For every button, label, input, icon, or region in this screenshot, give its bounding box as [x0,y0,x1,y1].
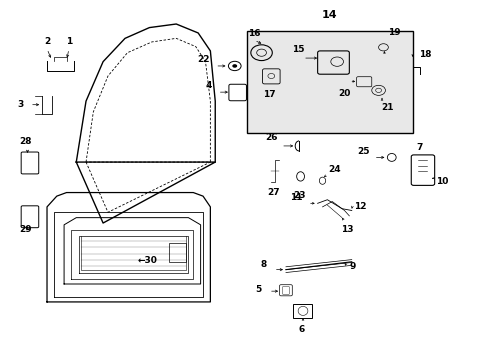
Text: 23: 23 [292,191,305,200]
Circle shape [232,64,237,68]
Text: 1: 1 [66,37,72,46]
Text: 15: 15 [291,45,304,54]
Text: 7: 7 [416,143,422,152]
Bar [168,243,185,262]
Text: 24: 24 [328,165,340,174]
Text: 11: 11 [290,193,303,202]
Text: 8: 8 [260,260,266,269]
Bar [246,31,412,134]
Text: 13: 13 [340,225,352,234]
Text: 4: 4 [205,81,212,90]
Text: 5: 5 [255,285,261,294]
Text: 14: 14 [322,10,337,21]
Text: 18: 18 [418,50,430,59]
Text: 16: 16 [247,30,260,39]
Text: 19: 19 [387,28,400,37]
Bar [293,304,311,318]
Text: 17: 17 [262,90,275,99]
Text: 28: 28 [19,137,31,146]
Text: ←30: ←30 [137,256,157,265]
Text: 26: 26 [264,133,277,142]
Text: 27: 27 [267,188,280,197]
Text: 12: 12 [353,202,366,211]
Text: 3: 3 [17,100,23,109]
Text: 21: 21 [380,103,393,112]
Text: 6: 6 [298,324,305,333]
Text: 20: 20 [338,89,350,98]
Text: 9: 9 [348,262,355,271]
Text: 25: 25 [357,147,369,156]
Text: 2: 2 [44,37,50,46]
Text: 22: 22 [196,55,209,64]
Text: 29: 29 [19,225,31,234]
Text: 10: 10 [435,177,447,186]
